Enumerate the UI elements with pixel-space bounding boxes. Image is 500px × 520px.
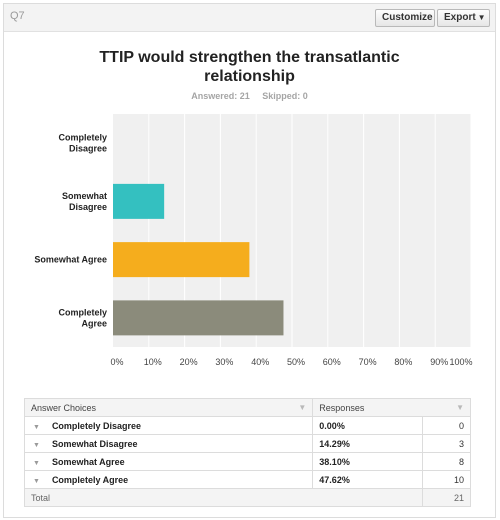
sort-icon[interactable]: ▼ (298, 402, 307, 412)
table-row: ▼ Completely Disagree 0.00% 0 (23, 416, 471, 435)
x-tick-label: 20% (180, 357, 198, 367)
x-tick-label: 50% (287, 357, 305, 367)
customize-button[interactable]: Customize (375, 9, 435, 27)
expand-icon[interactable]: ▼ (33, 441, 40, 449)
category-label: Disagree (69, 202, 107, 212)
response-percent: 38.10% (312, 452, 424, 471)
category-label: Agree (81, 318, 107, 328)
x-tick-label: 90% (430, 357, 448, 367)
bar (113, 300, 284, 336)
answer-choice-cell: ▼ Completely Disagree (23, 416, 314, 435)
responses-header[interactable]: Responses ▼ (312, 398, 471, 417)
answer-choices-header[interactable]: Answer Choices ▼ (23, 398, 314, 417)
x-tick-label: 0% (110, 357, 123, 367)
x-tick-label: 10% (144, 357, 162, 367)
chart-title-line-2: relationship (204, 68, 295, 85)
answer-choice-cell: ▼ Somewhat Disagree (23, 434, 314, 453)
response-percent: 0.00% (312, 416, 424, 435)
response-count: 8 (422, 452, 471, 471)
total-value: 21 (422, 488, 471, 507)
answer-choice-cell: ▼ Somewhat Agree (23, 452, 314, 471)
category-label: Completely (58, 307, 107, 317)
response-count: 0 (422, 416, 471, 435)
total-label: Total (23, 488, 424, 507)
x-tick-label: 60% (323, 357, 341, 367)
bar-chart: 0% 10% 20% 30% 40% 50% 60% 70% 80% 90% 100% Complet… (34, 114, 473, 367)
answered-count: Answered: 21 (191, 91, 250, 101)
chevron-down-icon: ▼ (477, 13, 486, 22)
x-tick-label: 80% (394, 357, 412, 367)
skipped-count: Skipped: 0 (262, 91, 308, 101)
x-tick-label: 70% (359, 357, 377, 367)
response-count: 10 (422, 470, 471, 489)
question-toolbar: Q7 Customize Export ▼ (4, 4, 495, 32)
response-percent: 47.62% (312, 470, 424, 489)
export-button[interactable]: Export ▼ (437, 9, 490, 27)
category-label: Somewhat (62, 191, 107, 201)
response-summary: Answered: 21 Skipped: 0 (4, 91, 495, 101)
chart-title-line-1: TTIP would strengthen the transatlantic (99, 49, 400, 66)
category-label: Disagree (69, 144, 107, 154)
x-tick-label: 100% (449, 357, 472, 367)
table-row: ▼ Somewhat Agree 38.10% 8 (23, 452, 471, 471)
expand-icon[interactable]: ▼ (33, 459, 40, 467)
table-row: ▼ Completely Agree 47.62% 10 (23, 470, 471, 489)
answer-table: Answer Choices ▼ Responses ▼ ▼ Completely D… (23, 398, 471, 507)
table-header-row: Answer Choices ▼ Responses ▼ (23, 398, 471, 417)
sort-icon[interactable]: ▼ (456, 402, 464, 412)
expand-icon[interactable]: ▼ (33, 477, 40, 485)
export-label: Export (444, 12, 476, 23)
total-row: Total 21 (23, 488, 471, 507)
bar (113, 183, 165, 219)
category-label: Completely (58, 133, 107, 143)
expand-icon[interactable]: ▼ (33, 423, 40, 431)
question-number: Q7 (10, 10, 25, 22)
answer-choice-cell: ▼ Completely Agree (23, 470, 314, 489)
chart-title: TTIP would strengthen the transatlantic … (4, 48, 495, 86)
category-label: Somewhat Agree (34, 255, 107, 265)
x-tick-label: 30% (215, 357, 233, 367)
response-count: 3 (422, 434, 471, 453)
bar (113, 242, 250, 278)
table-row: ▼ Somewhat Disagree 14.29% 3 (23, 434, 471, 453)
x-tick-label: 40% (251, 357, 269, 367)
response-percent: 14.29% (312, 434, 424, 453)
